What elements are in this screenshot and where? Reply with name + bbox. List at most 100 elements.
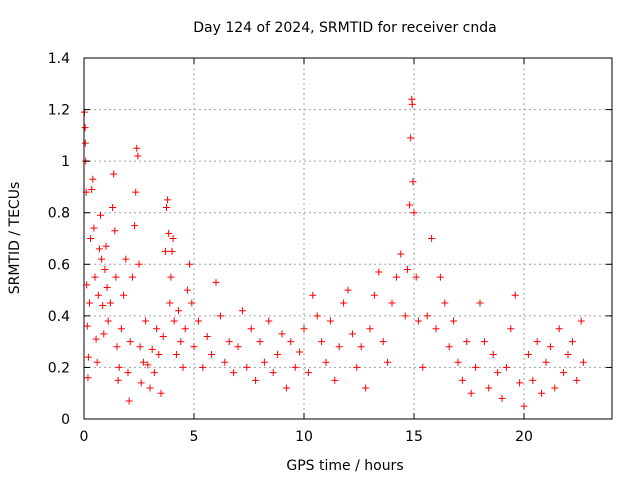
- data-point: [278, 330, 286, 338]
- data-point: [111, 227, 119, 235]
- data-point: [458, 376, 466, 384]
- data-point: [188, 299, 196, 307]
- data-point: [432, 325, 440, 333]
- data-point: [403, 265, 411, 273]
- data-point: [137, 379, 145, 387]
- data-point: [194, 317, 202, 325]
- data-point: [579, 358, 587, 366]
- data-point: [472, 363, 480, 371]
- data-point: [97, 211, 104, 219]
- data-point: [106, 299, 114, 307]
- data-point: [282, 384, 290, 392]
- data-point: [467, 389, 475, 397]
- data-point: [408, 100, 416, 108]
- data-point: [533, 338, 541, 346]
- y-tick-label: 0.4: [48, 309, 70, 325]
- data-point: [216, 312, 224, 320]
- data-point: [375, 268, 383, 276]
- data-point: [331, 376, 339, 384]
- data-point: [348, 330, 356, 338]
- data-point: [287, 338, 295, 346]
- data-point: [91, 273, 99, 281]
- data-point: [190, 343, 198, 351]
- data-point: [92, 335, 100, 343]
- data-point: [507, 325, 515, 333]
- data-point: [136, 343, 144, 351]
- data-point: [86, 299, 93, 307]
- y-tick-label: 0.6: [48, 257, 70, 273]
- data-point: [476, 299, 484, 307]
- data-point: [83, 322, 91, 330]
- data-point: [243, 363, 251, 371]
- x-tick-label: 20: [515, 429, 533, 445]
- y-tick-labels: 0 0.2 0.4 0.6 0.8 1 1.2 1.4: [48, 51, 70, 428]
- data-point: [103, 283, 111, 291]
- data-point: [269, 369, 277, 377]
- y-tick-label: 1: [61, 154, 70, 170]
- data-point: [95, 245, 103, 253]
- data-point: [181, 325, 189, 333]
- gridlines: [84, 58, 612, 419]
- data-point: [131, 222, 139, 230]
- data-point: [409, 178, 417, 186]
- data-point: [81, 139, 89, 147]
- data-point: [81, 124, 89, 132]
- data-point: [296, 348, 304, 356]
- data-point: [502, 363, 510, 371]
- data-point: [546, 343, 554, 351]
- data-point: [489, 351, 497, 359]
- data-point: [98, 255, 106, 263]
- data-point: [84, 374, 92, 382]
- data-point: [344, 286, 352, 294]
- data-point: [388, 299, 396, 307]
- data-point: [392, 273, 400, 281]
- axis-ticks: [83, 57, 612, 420]
- data-point: [153, 325, 161, 333]
- data-point: [208, 351, 216, 359]
- data-point: [102, 242, 110, 250]
- data-point: [172, 351, 180, 359]
- data-point: [88, 186, 96, 194]
- data-point: [441, 299, 449, 307]
- data-point: [304, 369, 312, 377]
- data-point: [353, 363, 361, 371]
- data-point: [379, 338, 387, 346]
- data-point: [90, 224, 98, 232]
- data-point: [124, 369, 132, 377]
- data-point: [326, 317, 334, 325]
- data-point: [419, 363, 427, 371]
- data-point: [300, 325, 308, 333]
- data-point: [122, 255, 130, 263]
- y-tick-label: 0.8: [48, 206, 70, 222]
- data-point: [322, 358, 330, 366]
- data-point: [203, 332, 211, 340]
- data-point: [260, 358, 268, 366]
- data-point: [423, 312, 431, 320]
- data-point: [164, 196, 172, 204]
- data-point: [125, 397, 133, 405]
- data-point: [247, 325, 255, 333]
- data-point: [104, 317, 112, 325]
- data-point: [480, 338, 488, 346]
- data-point: [542, 358, 550, 366]
- y-tick-label: 1.2: [48, 103, 70, 119]
- data-point: [551, 384, 559, 392]
- data-point: [146, 384, 154, 392]
- y-tick-label: 0: [61, 412, 70, 428]
- data-point: [135, 260, 143, 268]
- data-point: [183, 286, 191, 294]
- data-point: [117, 325, 125, 333]
- data-point: [230, 369, 238, 377]
- data-point: [568, 338, 576, 346]
- data-point: [560, 369, 568, 377]
- data-point: [84, 353, 92, 361]
- data-point: [564, 351, 572, 359]
- data-point: [234, 343, 242, 351]
- data-point: [128, 273, 136, 281]
- data-point: [112, 273, 120, 281]
- data-point: [401, 312, 409, 320]
- data-point: [412, 273, 420, 281]
- data-point: [186, 260, 194, 268]
